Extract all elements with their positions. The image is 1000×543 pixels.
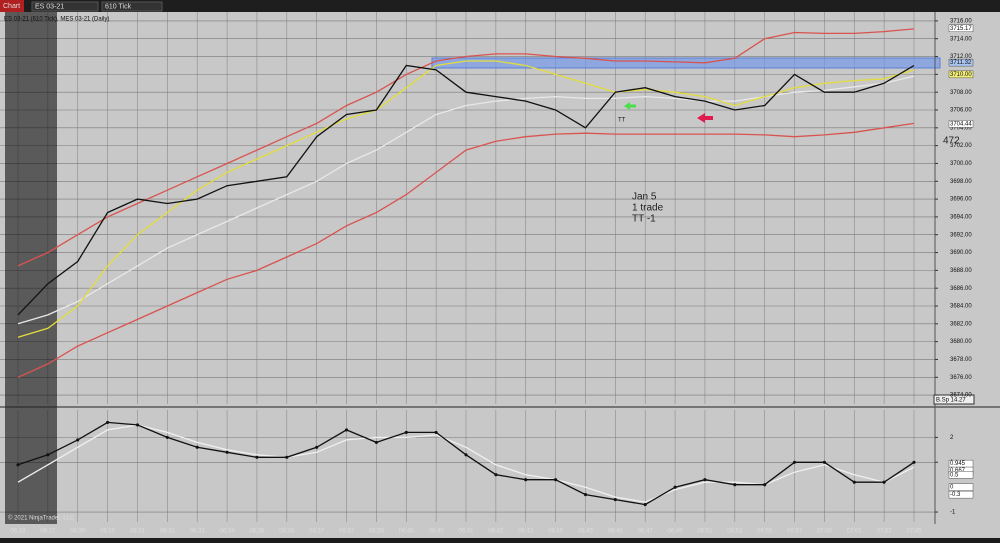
x-tick-label: 06:37 <box>339 529 355 535</box>
y-tick-label: -1 <box>950 510 956 516</box>
annotation: 1 trade <box>632 203 664 214</box>
y-tick-label: 3676.00 <box>950 375 972 381</box>
price-marker <box>948 490 974 499</box>
y-tick-label: 2 <box>950 435 954 441</box>
y-tick-label: 3684.00 <box>950 304 972 310</box>
chart-background <box>0 12 1000 538</box>
y-tick-label: 3698.00 <box>950 179 972 185</box>
tab-label[interactable]: Chart <box>3 3 20 10</box>
x-tick-label: 06:30 <box>70 529 86 535</box>
y-tick-label: 3712.00 <box>950 54 972 60</box>
price-marker-label: 0.5 <box>950 472 959 478</box>
price-marker <box>948 471 974 479</box>
x-tick-label: 06:36 <box>279 529 295 535</box>
price-marker-label: 3710.00 <box>950 72 972 78</box>
price-marker-label: -0.3 <box>950 492 961 498</box>
x-tick-label: 07:02 <box>877 529 893 535</box>
annotation: Jan 5 <box>632 192 657 203</box>
y-tick-label: 3700.00 <box>950 161 972 167</box>
x-tick-label: 06:51 <box>697 529 713 535</box>
x-tick-label: 06:46 <box>608 529 624 535</box>
toolbar <box>0 0 1000 12</box>
copyright: © 2021 NinjaTrader, LLC <box>8 515 75 522</box>
interval-select[interactable] <box>101 1 163 12</box>
x-tick-label: 06:37 <box>309 529 325 535</box>
series-line <box>17 64 915 316</box>
series-line <box>17 60 915 338</box>
x-tick-label: 06:27 <box>40 529 56 535</box>
x-tick-label: 06:43 <box>518 529 534 535</box>
y-tick-label: 3694.00 <box>950 214 972 220</box>
series-line <box>16 420 916 507</box>
x-tick-label: 06:41 <box>458 529 474 535</box>
y-tick-label: 3678.00 <box>950 357 972 363</box>
price-marker-label: 3715.17 <box>950 26 972 32</box>
series-line <box>17 28 915 267</box>
x-tick-label: 06:42 <box>488 529 504 535</box>
price-marker <box>948 24 974 33</box>
x-tick-label: 06:34 <box>220 529 236 535</box>
x-tick-label: 06:33 <box>190 529 206 535</box>
y-tick-label: 3680.00 <box>950 339 972 345</box>
x-tick-label: 07:05 <box>906 529 922 535</box>
price-marker <box>948 58 974 67</box>
y-tick-label: 3692.00 <box>950 232 972 238</box>
instrument-label[interactable]: ES 03-21 <box>35 3 64 10</box>
x-tick-label: 06:36 <box>249 529 265 535</box>
chart-tab[interactable] <box>0 0 24 12</box>
y-tick-label: 3688.00 <box>950 268 972 274</box>
y-tick-label: 3682.00 <box>950 321 972 327</box>
x-tick-label: 07:01 <box>847 529 863 535</box>
x-tick-label: 06:40 <box>399 529 415 535</box>
x-tick-label: 06:32 <box>160 529 176 535</box>
x-tick-label: 06:40 <box>429 529 445 535</box>
chart-label: ES 03-21 (610 Tick), MES 03-21 (Daily) <box>4 17 109 23</box>
price-marker-label: 3704.44 <box>950 121 972 127</box>
annotation: 472 <box>943 136 960 147</box>
y-tick-label: 3696.00 <box>950 197 972 203</box>
x-tick-label: 06:39 <box>369 529 385 535</box>
session-shade <box>5 12 57 524</box>
x-tick-label: 06:31 <box>130 529 146 535</box>
y-tick-label: 3702.00 <box>950 143 972 149</box>
price-marker-label: 0 <box>950 485 954 491</box>
price-marker-label: 0.945 <box>950 461 966 467</box>
x-tick-label: 06:19 <box>10 529 26 535</box>
x-tick-label: 06:53 <box>727 529 743 535</box>
x-tick-label: 06:57 <box>787 529 803 535</box>
x-tick-label: 06:30 <box>100 529 116 535</box>
y-tick-label: 3690.00 <box>950 250 972 256</box>
y-tick-label: 3706.00 <box>950 108 972 114</box>
y-tick-label: 3674.00 <box>950 393 972 399</box>
x-tick-label: 06:45 <box>578 529 594 535</box>
info-box <box>933 394 975 405</box>
x-tick-label: 06:55 <box>757 529 773 535</box>
interval-label[interactable]: 610 Tick <box>105 3 132 10</box>
y-tick-label: 3716.00 <box>950 18 972 24</box>
price-marker <box>948 70 974 79</box>
y-tick-label: 3704.00 <box>950 125 972 131</box>
annotation: TT <box>618 118 626 124</box>
y-tick-label: 3714.00 <box>950 36 972 42</box>
x-tick-label: 07:00 <box>817 529 833 535</box>
x-tick-label: 06:49 <box>668 529 684 535</box>
x-tick-label: 06:47 <box>638 529 654 535</box>
price-marker <box>948 120 974 128</box>
annotation: TT -1 <box>632 214 656 225</box>
annotation: B.Sp 14.27 <box>936 398 966 404</box>
series-line <box>17 122 915 378</box>
y-tick-label: 3686.00 <box>950 286 972 292</box>
x-tick-label: 06:45 <box>548 529 564 535</box>
exit-arrow <box>697 113 713 123</box>
entry-arrow <box>624 102 636 110</box>
y-tick-label: 3708.00 <box>950 90 972 96</box>
instrument-select[interactable] <box>31 1 99 12</box>
price-marker-label: 3711.32 <box>950 60 972 66</box>
price-marker <box>948 483 974 491</box>
